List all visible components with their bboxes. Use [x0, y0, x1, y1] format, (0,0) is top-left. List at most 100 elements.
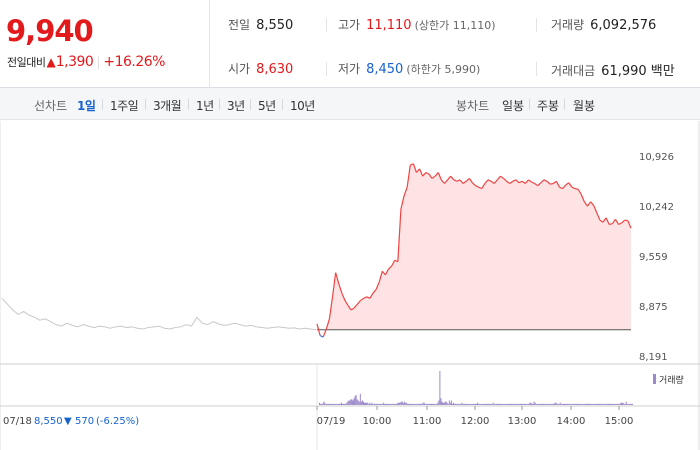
today-series-segment [580, 194, 585, 203]
volume-bar [546, 403, 548, 405]
today-series-segment [568, 182, 573, 188]
volume-bar [376, 403, 378, 405]
volume-bar [428, 403, 430, 405]
volume-bar [432, 403, 434, 405]
volume-bar [440, 398, 442, 405]
volume-bar [327, 403, 329, 405]
volume-bar [549, 403, 551, 405]
today-series-segment [437, 172, 442, 181]
volume-bar [612, 403, 614, 405]
volume-bar [384, 403, 386, 405]
volume-bar [350, 399, 352, 405]
volume-bar [591, 403, 593, 405]
period-10y[interactable]: 10년 [290, 99, 315, 113]
today-series-segment [419, 168, 424, 177]
period-5y[interactable]: 5년 [258, 99, 276, 113]
today-series-segment [422, 172, 427, 177]
volume-bar [610, 403, 612, 405]
volume-bar [600, 403, 602, 405]
today-series-segment [406, 165, 411, 188]
candle-daily[interactable]: 일봉 [502, 99, 525, 113]
volume-bar [507, 403, 509, 405]
divider [536, 18, 537, 32]
volume-bar [367, 402, 369, 405]
today-series-segment [537, 182, 542, 187]
volume-bar [541, 403, 543, 405]
volume-bar [555, 402, 557, 405]
volume-bar [483, 403, 485, 405]
volume-bar [480, 403, 482, 405]
period-1d[interactable]: 1일 [77, 99, 96, 113]
period-3m[interactable]: 3개월 [153, 99, 182, 113]
down-arrow-icon: ▼ [64, 416, 72, 427]
volume-bar [471, 403, 473, 405]
volume-bar [473, 403, 475, 405]
divider [564, 99, 565, 110]
volume-bar [523, 403, 525, 405]
volume-bar [383, 403, 385, 405]
today-series-segment [550, 182, 554, 185]
today-series-segment [478, 186, 483, 190]
volume-bar [550, 403, 552, 405]
today-series-segment [363, 296, 367, 299]
price-chart[interactable]: 10,926 10,242 9,559 8,875 8,191 07/19 10:00 11… [0, 121, 700, 450]
stat-prev-close: 전일 8,550 [228, 16, 293, 33]
volume-bar [354, 395, 356, 405]
today-series-segment [403, 186, 408, 197]
volume-bar [420, 403, 422, 405]
stat-value: 61,990 백만 [601, 64, 675, 79]
volume-bar [462, 403, 464, 405]
volume-bar [559, 402, 561, 405]
volume-bar [617, 403, 619, 405]
today-series-segment [540, 179, 545, 184]
volume-bar [425, 403, 427, 405]
volume-bar [356, 399, 358, 405]
today-series-segment [444, 179, 449, 184]
volume-bar [457, 403, 459, 405]
volume-bar [588, 403, 590, 405]
volume-bar [393, 403, 395, 405]
volume-bar [337, 403, 339, 405]
volume-bar [324, 402, 326, 405]
today-series-segment [350, 307, 355, 311]
volume-bar [607, 403, 609, 405]
volume-bar [601, 403, 603, 405]
volume-bar [342, 403, 344, 405]
period-3y[interactable]: 3년 [227, 99, 245, 113]
volume-bar [486, 403, 488, 405]
y-tick-label: 8,191 [639, 352, 668, 363]
divider [250, 99, 251, 110]
today-series-segment [412, 163, 418, 173]
candle-weekly[interactable]: 주봉 [537, 99, 560, 113]
volume-bar [448, 400, 450, 405]
today-series-segment [577, 189, 582, 195]
volume-bar [528, 403, 530, 405]
today-series-segment [475, 185, 479, 188]
volume-bar [623, 403, 625, 405]
volume-bar [595, 403, 597, 405]
volume-bar [443, 402, 445, 405]
today-series-segment [372, 289, 377, 294]
candle-monthly[interactable]: 월봉 [573, 99, 596, 113]
volume-bar [345, 403, 347, 405]
volume-bar [629, 403, 631, 405]
today-series-segment [341, 292, 346, 301]
volume-bar [512, 403, 514, 405]
period-1w[interactable]: 1주일 [110, 99, 139, 113]
volume-bar [616, 403, 618, 405]
volume-bar [576, 403, 578, 405]
change-row: 전일대비▲1,390 | +16.26% [7, 54, 165, 70]
x-tick-label: 14:00 [557, 416, 586, 427]
volume-bar [407, 403, 409, 405]
volume-bar [359, 393, 361, 405]
lower-limit: (하한가 5,990) [406, 63, 481, 76]
volume-bar [431, 403, 433, 405]
volume-bar [335, 403, 337, 405]
volume-bar [492, 402, 494, 405]
volume-bar [524, 403, 526, 405]
volume-bar [557, 403, 559, 405]
volume-bar [409, 403, 411, 405]
volume-bar [624, 403, 626, 405]
today-series-segment [605, 217, 610, 225]
period-1y[interactable]: 1년 [196, 99, 214, 113]
